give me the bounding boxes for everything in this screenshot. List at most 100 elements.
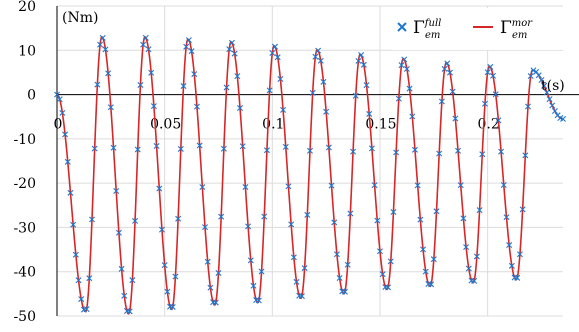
data-point-full xyxy=(358,52,365,59)
x-tick-label: 0.05 xyxy=(150,117,181,133)
data-point-full xyxy=(304,211,311,218)
data-point-full xyxy=(395,95,402,102)
data-point-full xyxy=(471,277,478,284)
data-point-full xyxy=(301,265,308,272)
data-point-full xyxy=(75,277,82,284)
data-point-full xyxy=(476,207,483,214)
y-tick-label: -50 xyxy=(13,309,36,325)
data-point-full xyxy=(99,34,106,41)
data-point-full xyxy=(371,182,378,189)
data-point-full xyxy=(172,273,179,280)
data-point-full xyxy=(196,142,203,149)
legend-subscript: em xyxy=(425,30,440,41)
data-point-full xyxy=(525,103,531,110)
legend-item-mor: Γmor em xyxy=(473,18,533,41)
data-point-full xyxy=(91,145,98,152)
data-point-full xyxy=(83,306,90,313)
data-point-full xyxy=(530,67,537,74)
data-point-full xyxy=(218,213,225,220)
data-point-full xyxy=(137,81,144,88)
data-point-full xyxy=(428,281,435,288)
data-point-full xyxy=(514,274,521,281)
data-point-full xyxy=(242,184,249,191)
data-point-full xyxy=(317,57,324,64)
data-point-full xyxy=(223,84,230,91)
data-point-full xyxy=(239,143,246,150)
data-point-full xyxy=(441,65,448,72)
legend-subscript: em xyxy=(512,30,527,41)
data-point-full xyxy=(107,104,114,111)
data-point-full xyxy=(105,70,112,77)
data-point-full xyxy=(490,72,497,79)
data-point-full xyxy=(145,46,152,53)
data-point-full xyxy=(352,92,359,99)
data-point-full xyxy=(169,303,176,310)
data-point-full xyxy=(401,56,408,63)
axes xyxy=(56,6,579,316)
data-point-full xyxy=(72,251,79,258)
data-point-full xyxy=(320,78,327,85)
data-point-full xyxy=(506,242,513,249)
data-point-full xyxy=(516,251,523,258)
data-point-full xyxy=(110,144,117,151)
data-point-full xyxy=(70,221,77,228)
data-point-full xyxy=(527,73,534,80)
data-point-full xyxy=(118,265,125,272)
data-point-full xyxy=(102,46,109,53)
data-point-full xyxy=(492,91,499,98)
legend-symbol: Γ xyxy=(500,18,512,38)
y-tick-label: 20 xyxy=(18,0,36,15)
data-point-full xyxy=(54,91,60,98)
data-point-full xyxy=(519,206,526,213)
legend-superscript: full xyxy=(424,18,442,29)
data-point-full xyxy=(309,89,316,96)
legend: Γfull em Γmor em xyxy=(392,8,570,50)
data-point-full xyxy=(191,71,198,78)
data-point-full xyxy=(185,37,192,44)
data-point-full xyxy=(473,253,480,260)
x-tick-label: 0 xyxy=(54,117,63,133)
data-point-full xyxy=(62,131,69,138)
data-point-full xyxy=(508,262,515,269)
data-point-full xyxy=(444,60,451,67)
data-point-full xyxy=(436,150,443,157)
legend-item-full: Γfull em xyxy=(397,18,442,41)
data-point-full xyxy=(183,43,190,50)
data-point-full xyxy=(247,257,254,264)
data-point-full xyxy=(188,48,195,55)
data-point-full xyxy=(280,106,287,113)
data-point-full xyxy=(543,89,550,96)
data-point-full xyxy=(379,271,386,278)
data-point-full xyxy=(487,63,494,70)
data-point-full xyxy=(465,265,472,272)
data-point-full xyxy=(500,182,507,188)
data-point-full xyxy=(387,258,394,265)
data-point-full xyxy=(535,72,542,79)
data-point-full xyxy=(541,82,548,89)
x-tick-label: 0.15 xyxy=(365,117,396,133)
data-point-full xyxy=(129,277,136,284)
data-point-full xyxy=(463,244,470,251)
data-point-full xyxy=(336,275,343,282)
data-point-full xyxy=(414,182,421,189)
data-point-full xyxy=(140,41,147,48)
legend-box xyxy=(392,8,570,50)
data-point-full xyxy=(142,34,149,41)
data-point-full xyxy=(449,88,456,95)
data-point-full xyxy=(333,251,340,258)
data-point-full xyxy=(481,100,488,107)
data-point-full xyxy=(325,144,332,151)
data-point-full xyxy=(288,221,295,228)
data-point-full xyxy=(411,146,418,153)
data-point-full xyxy=(234,73,241,80)
data-point-full xyxy=(215,269,222,276)
data-point-full xyxy=(484,69,491,76)
data-point-full xyxy=(298,293,305,300)
data-point-full xyxy=(455,147,462,154)
data-point-full xyxy=(202,224,209,231)
data-point-full xyxy=(323,108,330,115)
data-point-full xyxy=(266,87,273,94)
data-point-full xyxy=(390,209,397,215)
data-point-full xyxy=(226,46,233,53)
data-point-full xyxy=(250,282,257,289)
